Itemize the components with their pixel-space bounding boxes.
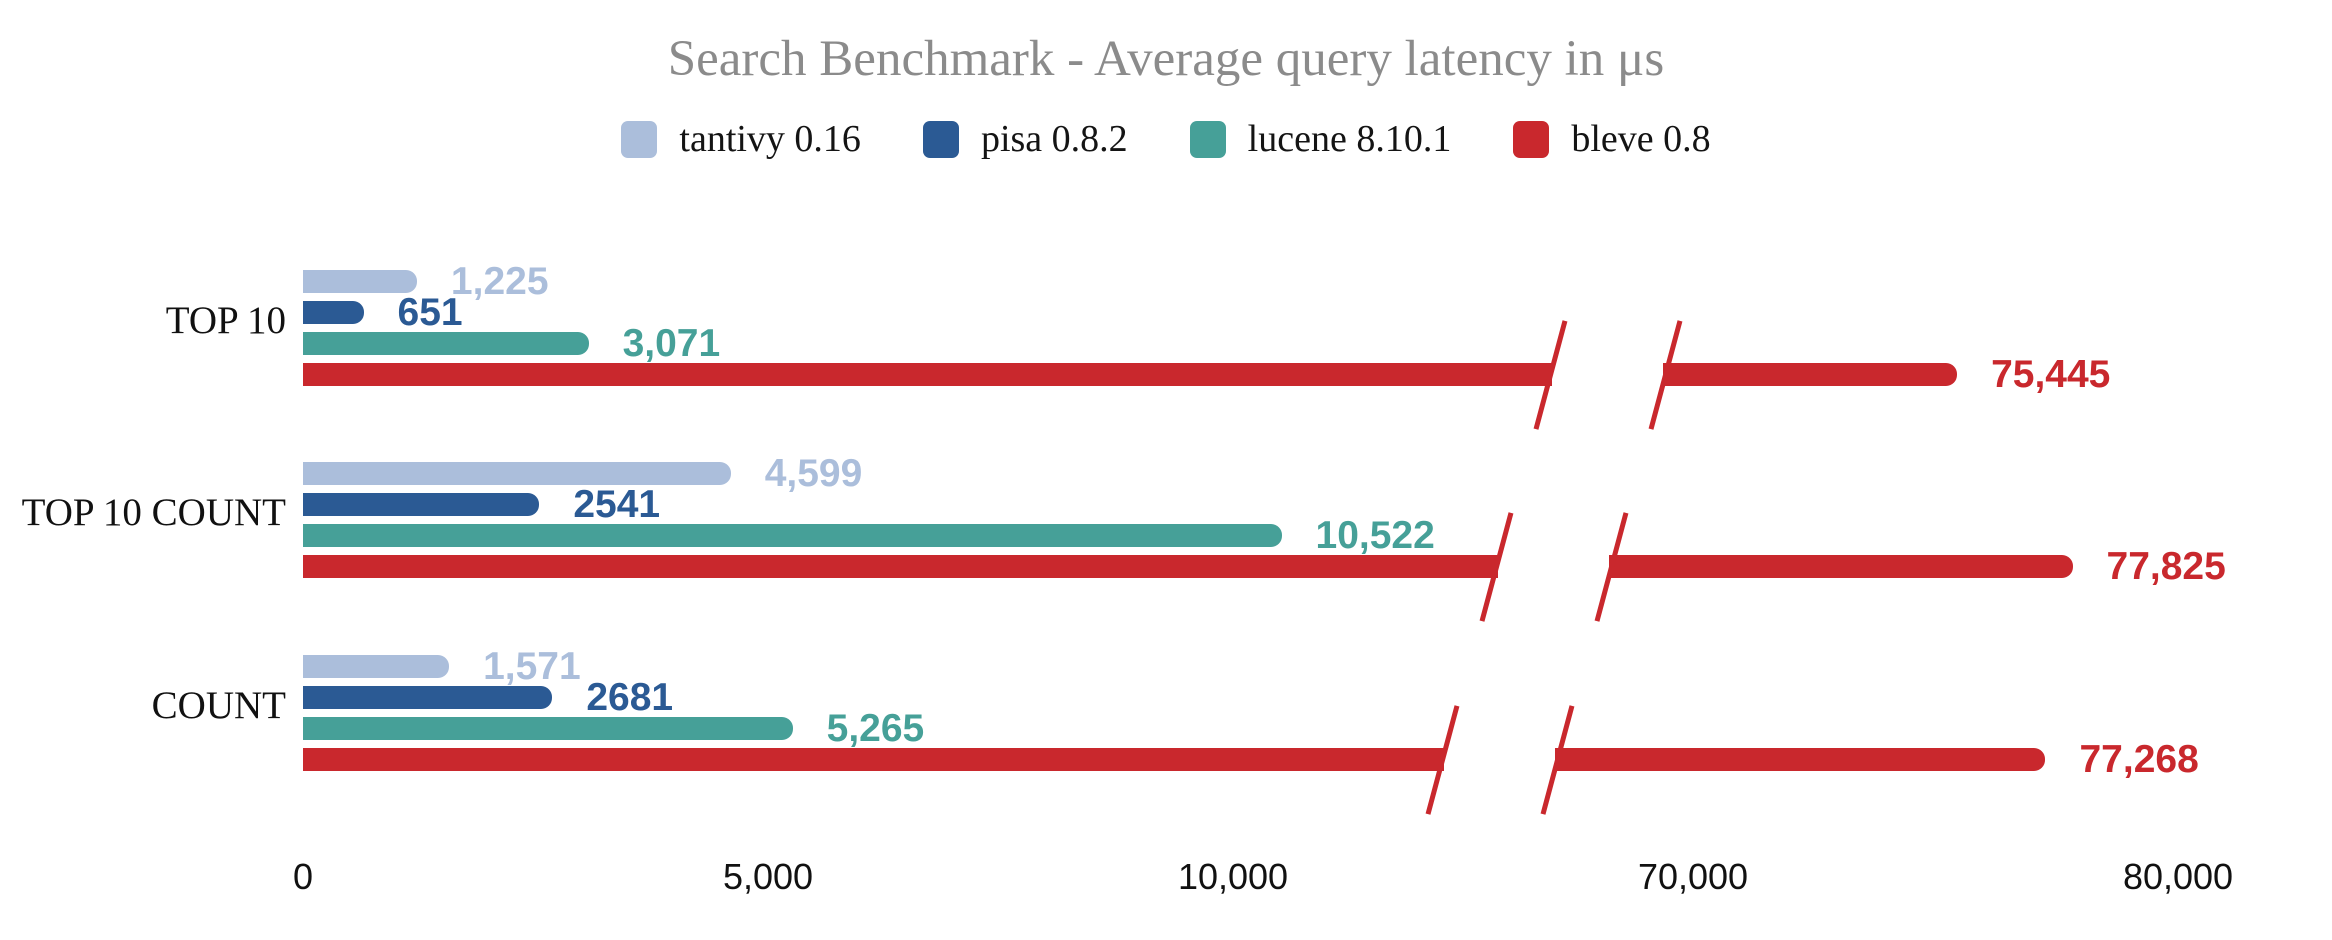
bar-tantivy-top-10 [303,270,417,293]
value-label-lucene-top-10-count: 10,522 [1315,513,1435,557]
chart-title: Search Benchmark - Average query latency… [667,31,1665,87]
bar-tantivy-count [303,655,450,678]
value-label-tantivy-top-10: 1,225 [450,259,549,303]
legend-label-lucene: lucene 8.10.1 [1247,118,1452,160]
x-tick-0: 0 [292,856,314,897]
legend-swatch-tantivy [621,120,658,158]
legend-label-pisa: pisa 0.8.2 [980,118,1128,160]
bar-pisa-top-10-count [303,493,540,516]
legend-label-bleve: bleve 0.8 [1571,118,1711,160]
bar-tantivy-top-10-count [303,462,731,485]
bar-bleve-top-10-count-segment1 [303,555,1499,578]
value-label-bleve-top-10-count: 77,825 [2106,544,2226,588]
x-tick-10000: 10,000 [1177,856,1289,897]
category-label-count: COUNT [151,684,286,727]
x-tick-80000: 80,000 [2122,856,2234,897]
bar-pisa-count [303,686,553,709]
value-label-pisa-count: 2681 [586,675,674,719]
bar-bleve-top-10-segment2 [1663,363,1958,386]
legend-swatch-lucene [1189,120,1226,158]
value-label-bleve-count: 77,268 [2079,737,2199,781]
value-label-tantivy-top-10-count: 4,599 [764,451,863,495]
legend-item-lucene: lucene 8.10.1 [1189,118,1452,160]
bar-lucene-top-10 [303,332,589,355]
bar-pisa-top-10 [303,301,364,324]
legend-item-tantivy: tantivy 0.16 [621,120,861,158]
bar-lucene-count [303,717,793,740]
legend-swatch-bleve [1513,120,1550,158]
chart-legend: tantivy 0.16 pisa 0.8.2 lucene 8.10.1 bleve… [0,120,2332,158]
value-label-bleve-top-10: 75,445 [1991,352,2111,396]
category-label-top-10-count: TOP 10 COUNT [21,491,286,534]
value-label-lucene-top-10: 3,071 [622,321,721,365]
category-label-top-10: TOP 10 [165,299,286,342]
x-tick-5000: 5,000 [722,856,814,897]
legend-swatch-pisa [922,120,959,158]
legend-item-pisa: pisa 0.8.2 [922,118,1128,160]
legend-item-bleve: bleve 0.8 [1513,118,1711,160]
bar-bleve-top-10-count-segment2 [1609,555,2073,578]
value-label-tantivy-count: 1,571 [483,644,581,688]
legend-label-tantivy: tantivy 0.16 [679,118,861,160]
value-label-pisa-top-10: 651 [397,290,463,334]
x-tick-70000: 70,000 [1637,856,1749,897]
value-label-pisa-top-10-count: 2541 [573,482,661,526]
bar-bleve-count-segment1 [303,748,1445,771]
bar-lucene-top-10-count [303,524,1282,547]
bar-bleve-count-segment2 [1555,748,2046,771]
bar-bleve-top-10-segment1 [303,363,1552,386]
value-label-lucene-count: 5,265 [826,706,925,750]
